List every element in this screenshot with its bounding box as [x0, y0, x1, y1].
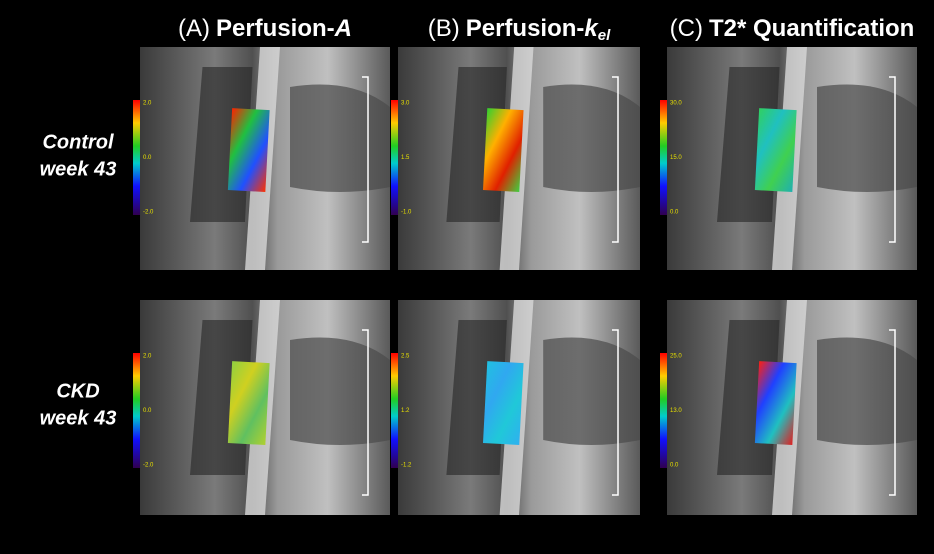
- colorbar-label: 3.0: [401, 101, 410, 107]
- colorbar-label: 0.0: [670, 210, 679, 216]
- figure: (A)Perfusion-A(B)Perfusion-kel(C)T2* Qua…: [0, 0, 934, 554]
- colorbar-label: 1.2: [401, 408, 410, 414]
- colorbar-label: 13.0: [670, 408, 682, 414]
- colorbar-label: 25.0: [670, 354, 682, 360]
- parameter-map: [483, 361, 524, 445]
- row-label: CKD: [56, 381, 99, 403]
- vertebra: [817, 85, 917, 193]
- page: {"columns": [ {"letter": "(A)", "title":…: [0, 0, 934, 554]
- colorbar-label: -1.2: [401, 463, 412, 469]
- column-title: (B)Perfusion-kel: [428, 15, 611, 44]
- colorbar: [391, 100, 398, 215]
- colorbar-label: 2.0: [143, 101, 152, 107]
- column-letter: (A): [178, 15, 210, 42]
- colorbar-label: 30.0: [670, 101, 682, 107]
- colorbar-label: 0.0: [670, 463, 679, 469]
- column-name: Perfusion-: [216, 15, 335, 42]
- colorbar: [133, 353, 140, 468]
- column-symbol: A: [334, 15, 352, 42]
- colorbar: [133, 100, 140, 215]
- column-name: Perfusion-: [466, 15, 585, 42]
- column-title: (A)Perfusion-A: [178, 15, 352, 42]
- vertebra: [290, 338, 390, 446]
- colorbar-label: 15.0: [670, 155, 682, 161]
- vertebra: [543, 338, 640, 446]
- column-letter: (B): [428, 15, 460, 42]
- parameter-map: [483, 108, 524, 192]
- row-label: Control: [42, 132, 114, 154]
- column-subscript: el: [598, 27, 611, 44]
- vertebra: [817, 338, 917, 446]
- colorbar-label: 0.0: [143, 408, 152, 414]
- parameter-map: [228, 361, 270, 445]
- colorbar-label: 2.5: [401, 354, 410, 360]
- column-title: (C)T2* Quantification: [670, 15, 915, 42]
- parameter-map: [228, 108, 270, 192]
- colorbar-label: -1.0: [401, 210, 412, 216]
- colorbar-label: 2.0: [143, 354, 152, 360]
- parameter-map: [755, 361, 797, 445]
- parameter-map: [755, 108, 797, 192]
- colorbar-label: -2.0: [143, 210, 154, 216]
- colorbar: [660, 353, 667, 468]
- colorbar-label: -2.0: [143, 463, 154, 469]
- vertebra: [290, 85, 390, 193]
- column-letter: (C): [670, 15, 703, 42]
- colorbar: [391, 353, 398, 468]
- vertebra: [543, 85, 640, 193]
- row-label: week 43: [40, 159, 117, 181]
- colorbar: [660, 100, 667, 215]
- row-label: week 43: [40, 408, 117, 430]
- column-name: T2* Quantification: [709, 15, 914, 42]
- colorbar-label: 1.5: [401, 155, 410, 161]
- colorbar-label: 0.0: [143, 155, 152, 161]
